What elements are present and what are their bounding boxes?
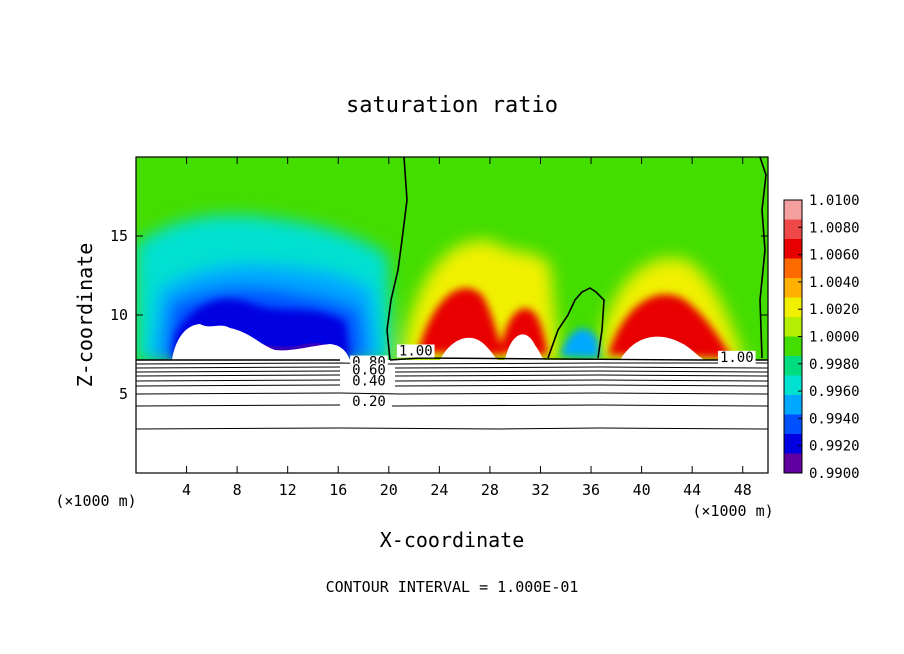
y-tick-label: 5 [119,385,128,403]
colorbar-tick-label: 1.0060 [809,248,860,264]
y-tick-label: 10 [110,306,128,324]
colorbar-swatch [784,434,802,454]
contour-line-0-20 [136,404,768,407]
colorbar-swatch [784,317,802,337]
contour-line-1-00-pocket [547,287,605,359]
colorbar-tick-label: 0.9940 [809,411,860,427]
colorbar-tick-label: 1.0000 [809,330,860,346]
x-tick-label: 12 [279,481,297,499]
contour-label: 0.60 [352,362,386,378]
y-tick-label: 15 [110,227,128,245]
contour-label-bg [350,395,388,409]
colorbar-swatch [784,453,802,474]
colorbar-swatch [784,258,802,279]
x-axis-ticks: 4 8 12 16 20 24 28 32 36 40 44 48 [182,157,752,499]
colorbar-swatch [784,200,802,220]
colorbar-swatch [784,219,802,240]
colorbar-swatch [784,414,802,435]
white-mound-c [620,336,705,360]
white-clear-region [136,324,768,473]
white-mound-a [440,337,498,360]
contour-label: 1.00 [399,344,433,360]
y-axis-ticks: 5 10 15 [110,227,768,403]
x-tick-label: 20 [380,481,398,499]
contour-interval-note: CONTOUR INTERVAL = 1.000E-01 [326,578,579,596]
x-tick-label: 8 [233,481,242,499]
contour-line-0-10 [136,427,768,430]
colorbar-tick-label: 1.0080 [809,220,860,236]
x-tick-label: 4 [182,481,191,499]
contour-label-bg [350,363,388,377]
colorbar-swatch [784,239,802,259]
x-axis-unit-left: (×1000 m) [55,492,136,510]
x-tick-label: 40 [633,481,651,499]
plot-area [136,157,768,473]
colorbar-swatch [784,356,802,376]
contour-label-bg [350,374,388,388]
x-axis-unit-right: (×1000 m) [692,502,773,520]
colorbar-tick-label: 0.9960 [809,384,860,400]
y-axis-label: Z-coordinate [73,243,97,388]
colorbar-tick-label: 0.9980 [809,357,860,373]
white-mound-b [505,334,544,360]
contour-labels: 1.00 1.000.800.600.400.20 [350,344,756,410]
colorbar-swatch [784,297,802,318]
x-axis-label: X-coordinate [380,528,525,552]
colorbar-swatch [784,375,802,396]
x-tick-label: 36 [582,481,600,499]
contour-line-0-60 [136,374,768,377]
contour-line-0-30 [136,392,768,395]
contour-line-0-70 [136,370,768,373]
supersaturated-red-core-a [418,288,505,355]
contour-line-1-00-west [386,157,408,361]
colorbar: 1.0100 1.0080 1.0060 1.0040 1.0020 1.0000 0.99… [783,193,860,482]
subsaturated-blue-pocket [560,328,600,358]
contour-label-bg [396,344,435,358]
chart-title: saturation ratio [346,93,558,118]
colorbar-tick-label: 0.9920 [809,439,860,455]
contour-line-0-80 [136,366,768,369]
contour-line-1-00-east [759,157,767,359]
x-tick-label: 32 [531,481,549,499]
contour-label-bg [717,350,756,364]
contour-line-0-50 [136,379,768,382]
colorbar-tick-label: 1.0100 [809,193,860,209]
contour-label: 1.00 [720,350,754,366]
contour-line-0-90 [136,362,768,365]
x-tick-label: 48 [734,481,752,499]
colorbar-swatch [784,278,802,298]
x-tick-label: 44 [683,481,701,499]
colorbar-swatch [784,395,802,415]
colorbar-tick-label: 1.0020 [809,302,860,318]
contour-label: 0.40 [352,374,386,390]
x-tick-label: 28 [481,481,499,499]
x-tick-label: 16 [329,481,347,499]
colorbar-swatch [784,336,802,357]
contour-line-0-40 [136,384,768,387]
contour-label: 0.20 [352,394,386,410]
colorbar-tick-label: 0.9900 [809,466,860,482]
colorbar-tick-label: 1.0040 [809,275,860,291]
x-tick-label: 24 [430,481,448,499]
